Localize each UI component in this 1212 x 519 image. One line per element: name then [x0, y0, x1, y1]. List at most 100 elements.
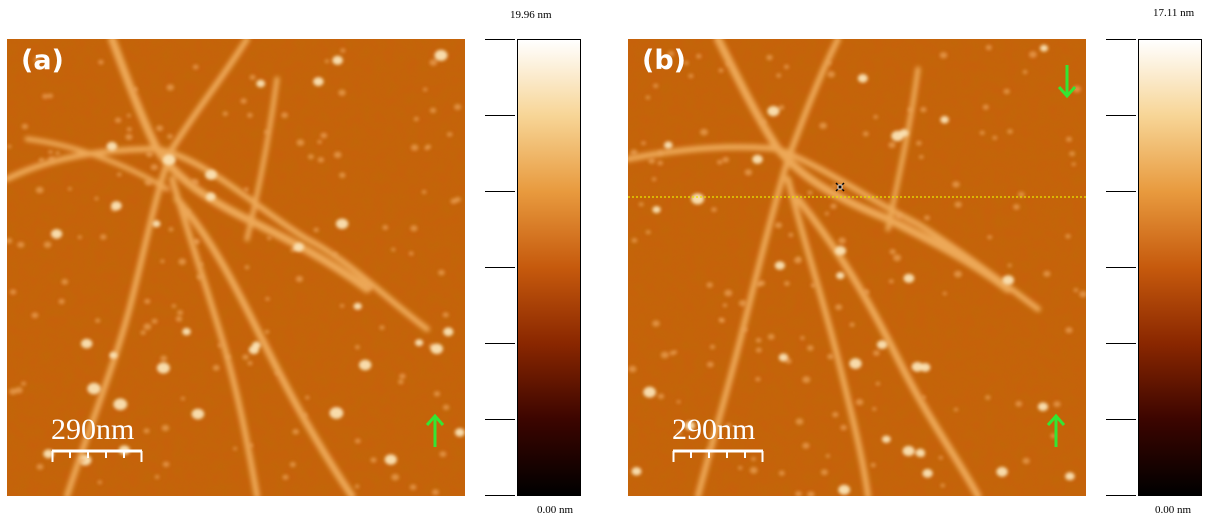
particle	[243, 187, 249, 192]
particle	[643, 386, 656, 398]
particle	[313, 77, 324, 87]
colorbar-ticks-b	[1106, 39, 1136, 496]
particle	[446, 132, 453, 137]
particle	[796, 256, 801, 260]
particle	[676, 430, 682, 435]
particle	[264, 130, 269, 135]
particle	[807, 345, 814, 351]
particle	[774, 222, 783, 229]
particle	[168, 227, 174, 232]
particle	[35, 186, 44, 194]
particle	[225, 354, 231, 359]
particle	[313, 227, 319, 233]
fiber	[108, 39, 371, 293]
particle	[399, 373, 406, 379]
particle	[954, 201, 962, 208]
particle	[755, 347, 762, 353]
particle	[320, 132, 328, 139]
particle	[175, 316, 183, 322]
particle	[824, 211, 829, 216]
particle	[688, 73, 694, 79]
particle	[696, 53, 702, 59]
fiber	[169, 176, 260, 496]
particle	[916, 140, 922, 146]
particle	[795, 491, 802, 496]
colorbar-a	[517, 39, 581, 496]
particle	[9, 289, 17, 295]
particle	[920, 106, 927, 113]
particle	[154, 474, 160, 479]
particle	[752, 154, 763, 164]
fiber	[244, 76, 280, 242]
particle	[706, 282, 713, 288]
particle	[281, 112, 288, 119]
particle	[48, 156, 55, 162]
particle	[156, 362, 170, 374]
colorbar-min-label-b: 0.00 nm	[1155, 504, 1192, 516]
particle	[177, 310, 184, 316]
particle	[332, 55, 343, 65]
particle	[766, 54, 773, 61]
particle	[840, 424, 847, 431]
colorbar-tick	[485, 343, 515, 344]
particle	[442, 312, 449, 318]
particle	[857, 74, 868, 83]
particle	[410, 225, 418, 232]
particle	[217, 343, 223, 348]
particle	[1043, 270, 1051, 277]
particle	[855, 398, 864, 406]
particle	[716, 159, 723, 165]
particle	[305, 395, 310, 400]
particle	[429, 59, 438, 66]
particle	[631, 467, 642, 476]
panel-label-b: (b)	[642, 45, 687, 76]
particle	[1015, 400, 1023, 407]
afm-image-a: (a) 290nm	[7, 39, 465, 496]
particle	[953, 407, 959, 412]
particle	[873, 350, 880, 356]
particle	[199, 262, 204, 266]
particle	[1022, 69, 1028, 75]
particle	[167, 134, 173, 139]
particle	[774, 261, 785, 270]
particle	[7, 238, 13, 244]
particle	[58, 298, 65, 305]
particle	[126, 113, 131, 118]
particle	[191, 408, 205, 420]
particle	[807, 190, 813, 195]
particle	[252, 341, 261, 350]
particle	[838, 237, 846, 244]
particle	[410, 144, 419, 151]
particle	[676, 400, 681, 404]
particle	[434, 49, 448, 61]
particle	[43, 241, 52, 248]
particle	[67, 187, 72, 191]
particle	[982, 104, 989, 110]
particle	[738, 299, 747, 307]
particle	[307, 154, 314, 160]
particle	[667, 50, 675, 57]
particle	[106, 141, 118, 151]
particle	[17, 241, 25, 248]
particle	[641, 141, 646, 146]
particle	[1066, 136, 1072, 142]
particle	[439, 451, 447, 457]
particle	[1007, 263, 1012, 268]
particle	[212, 364, 220, 371]
colorbar-tick	[1106, 267, 1136, 268]
particle	[863, 289, 870, 295]
particle	[802, 442, 810, 449]
particle	[1007, 129, 1013, 134]
particle	[248, 443, 254, 448]
particle	[140, 330, 146, 335]
particle	[749, 466, 758, 474]
colorbar-min-label-a: 0.00 nm	[537, 504, 574, 516]
particle	[911, 361, 924, 372]
particle	[256, 79, 266, 88]
particle	[1069, 151, 1075, 157]
scale-bar-b: 290nm	[672, 415, 764, 465]
particle	[742, 327, 748, 332]
particle	[907, 107, 913, 112]
particle	[1003, 88, 1010, 95]
particle	[899, 129, 909, 138]
